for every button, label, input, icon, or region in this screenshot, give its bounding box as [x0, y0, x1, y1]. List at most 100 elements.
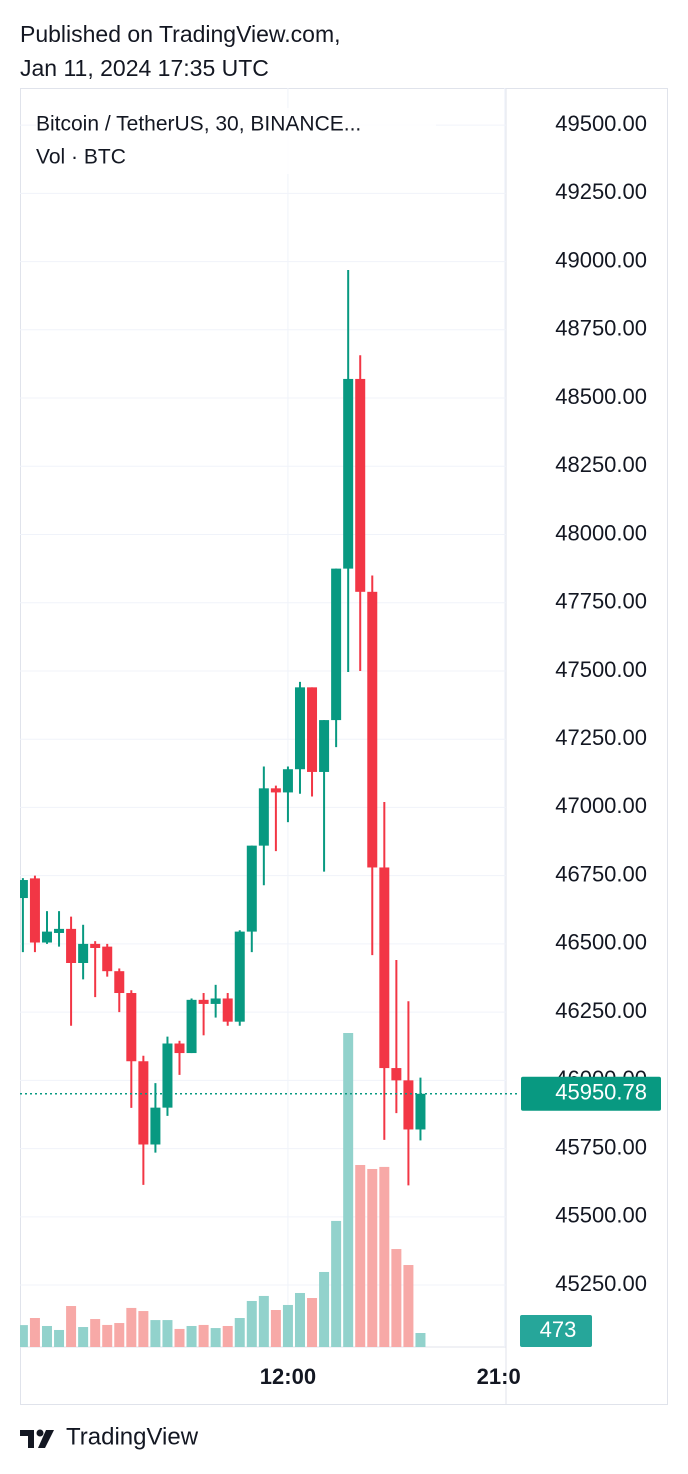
candle-body — [186, 999, 197, 1054]
volume-bar — [367, 1168, 378, 1347]
volume-bar — [29, 1317, 40, 1347]
volume-bar — [391, 1249, 402, 1347]
candle-body — [379, 867, 390, 1069]
candle-body — [162, 1043, 173, 1108]
candle-body — [210, 998, 221, 1004]
y-tick-label: 45500.00 — [555, 1203, 647, 1228]
candle-body — [20, 880, 28, 899]
y-tick-label: 46250.00 — [555, 998, 647, 1023]
volume-bar — [307, 1298, 318, 1347]
volume-bar — [379, 1166, 390, 1347]
candle-body — [246, 845, 257, 932]
chart-title: Bitcoin / TetherUS, 30, BINANCE... — [36, 113, 361, 136]
volume-bar — [270, 1310, 281, 1347]
volume-bar — [258, 1295, 269, 1347]
candle-body — [403, 1080, 414, 1130]
candle-body — [270, 788, 281, 793]
y-tick-label: 48000.00 — [555, 520, 647, 545]
y-tick-label: 47500.00 — [555, 657, 647, 682]
y-tick-label: 48250.00 — [555, 452, 647, 477]
candle-body — [78, 943, 89, 963]
y-tick-label: 47750.00 — [555, 589, 647, 614]
y-tick-label: 47000.00 — [555, 793, 647, 818]
y-tick-label: 46750.00 — [555, 861, 647, 886]
y-tick-label: 46500.00 — [555, 930, 647, 955]
candle-body — [234, 931, 245, 1022]
candle-body — [41, 931, 52, 943]
candle-body — [343, 378, 354, 569]
candle-body — [150, 1107, 161, 1145]
candle-body — [66, 928, 77, 963]
y-tick-label: 49500.00 — [555, 111, 647, 136]
x-axis: 12:00 21:00 — [260, 1364, 533, 1389]
y-tick-label: 45750.00 — [555, 1134, 647, 1159]
x-tick-label: 12:00 — [260, 1364, 316, 1389]
volume-bar — [234, 1317, 245, 1347]
volume-bar — [186, 1325, 197, 1347]
y-tick-label: 48500.00 — [555, 384, 647, 409]
volume-bar — [20, 1325, 28, 1347]
logo — [20, 1429, 54, 1448]
volume-bar — [331, 1220, 342, 1347]
volume-bar — [222, 1325, 233, 1347]
y-tick-label: 47250.00 — [555, 725, 647, 750]
volume-bar — [343, 1033, 354, 1347]
candle-body — [126, 993, 137, 1062]
last-price-tag — [521, 1076, 661, 1111]
y-tick-label: 45250.00 — [555, 1271, 647, 1296]
candle-body — [54, 928, 65, 933]
candle-body — [258, 788, 269, 846]
volume-bar — [114, 1323, 125, 1347]
brand: TradingView — [66, 1423, 199, 1450]
candle-body — [138, 1061, 149, 1145]
volume-bar — [174, 1328, 185, 1347]
axes: 45250.0045500.0045750.0046000.0046250.00… — [20, 111, 661, 1347]
volume-bar — [162, 1320, 173, 1347]
volume-bar — [102, 1324, 113, 1347]
candle-body — [102, 946, 113, 972]
legend-bg — [36, 108, 436, 174]
y-tick-label: 48750.00 — [555, 316, 647, 341]
volume-bar — [150, 1320, 161, 1347]
candle-body — [114, 971, 125, 994]
volume-bar — [415, 1333, 426, 1347]
candle-body — [391, 1068, 402, 1081]
volume-bar — [126, 1307, 137, 1347]
candle-body — [198, 999, 209, 1004]
volume-bar — [210, 1328, 221, 1347]
volume-bar — [294, 1292, 305, 1347]
candle-body — [294, 687, 305, 770]
volume-label: 473 — [540, 1317, 577, 1342]
volume-bar — [246, 1300, 257, 1347]
last-price-label: 45950.78 — [555, 1080, 647, 1105]
publish-date: Jan 11, 2024 17:35 UTC — [20, 55, 269, 81]
volume-bar — [319, 1271, 330, 1347]
candle-body — [222, 998, 233, 1022]
candle-body — [331, 568, 342, 721]
candle-body — [319, 720, 330, 772]
candle-body — [174, 1043, 185, 1054]
volume-bar — [78, 1327, 89, 1347]
y-tick-label: 49250.00 — [555, 179, 647, 204]
volume-bar — [41, 1325, 52, 1347]
volume-bar — [138, 1311, 149, 1347]
x-tick-label: 21:00 — [477, 1364, 533, 1389]
candle-body — [367, 591, 378, 868]
grid — [20, 88, 506, 1347]
chart-frame — [20, 88, 668, 1405]
volume-bar — [54, 1329, 65, 1347]
candle-body — [355, 378, 366, 592]
plot — [20, 270, 426, 1347]
volume-tag — [520, 1315, 592, 1347]
volume-bar — [282, 1304, 293, 1347]
candle-body — [282, 769, 293, 793]
candle-body — [90, 943, 101, 948]
candle-body — [29, 878, 40, 943]
y-tick-label: 49000.00 — [555, 247, 647, 272]
candle-body — [307, 687, 318, 772]
candle-body — [415, 1093, 426, 1130]
volume-bar — [355, 1164, 366, 1347]
volume-bar — [198, 1324, 209, 1347]
volume-bar — [403, 1265, 414, 1347]
